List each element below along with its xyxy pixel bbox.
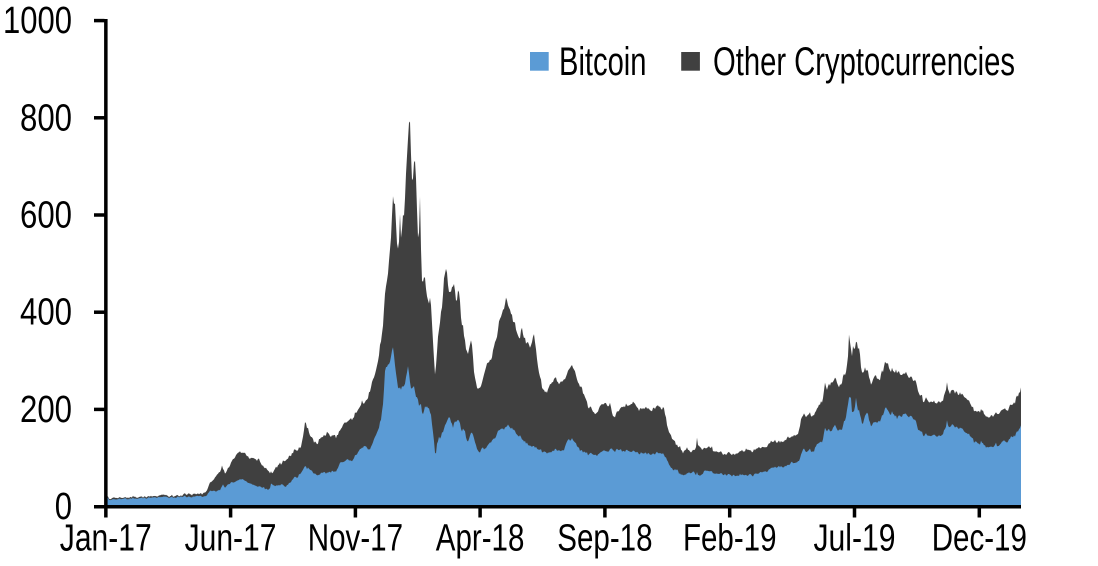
svg-text:Jan-17: Jan-17 [60,518,152,560]
svg-text:Nov-17: Nov-17 [308,518,403,560]
svg-text:0: 0 [55,486,72,528]
svg-text:Apr-18: Apr-18 [436,518,525,560]
svg-text:Dec-19: Dec-19 [932,518,1027,560]
svg-text:Other Cryptocurrencies: Other Cryptocurrencies [713,40,1015,84]
svg-text:400: 400 [20,292,72,334]
svg-text:Jun-17: Jun-17 [185,518,277,560]
svg-text:Feb-19: Feb-19 [683,518,777,560]
svg-text:Jul-19: Jul-19 [814,518,896,560]
svg-text:200: 200 [20,389,72,431]
svg-text:Sep-18: Sep-18 [557,518,652,560]
svg-text:800: 800 [20,97,72,139]
svg-text:Bitcoin: Bitcoin [559,40,647,84]
svg-text:1000: 1000 [3,0,72,42]
svg-text:600: 600 [20,195,72,237]
